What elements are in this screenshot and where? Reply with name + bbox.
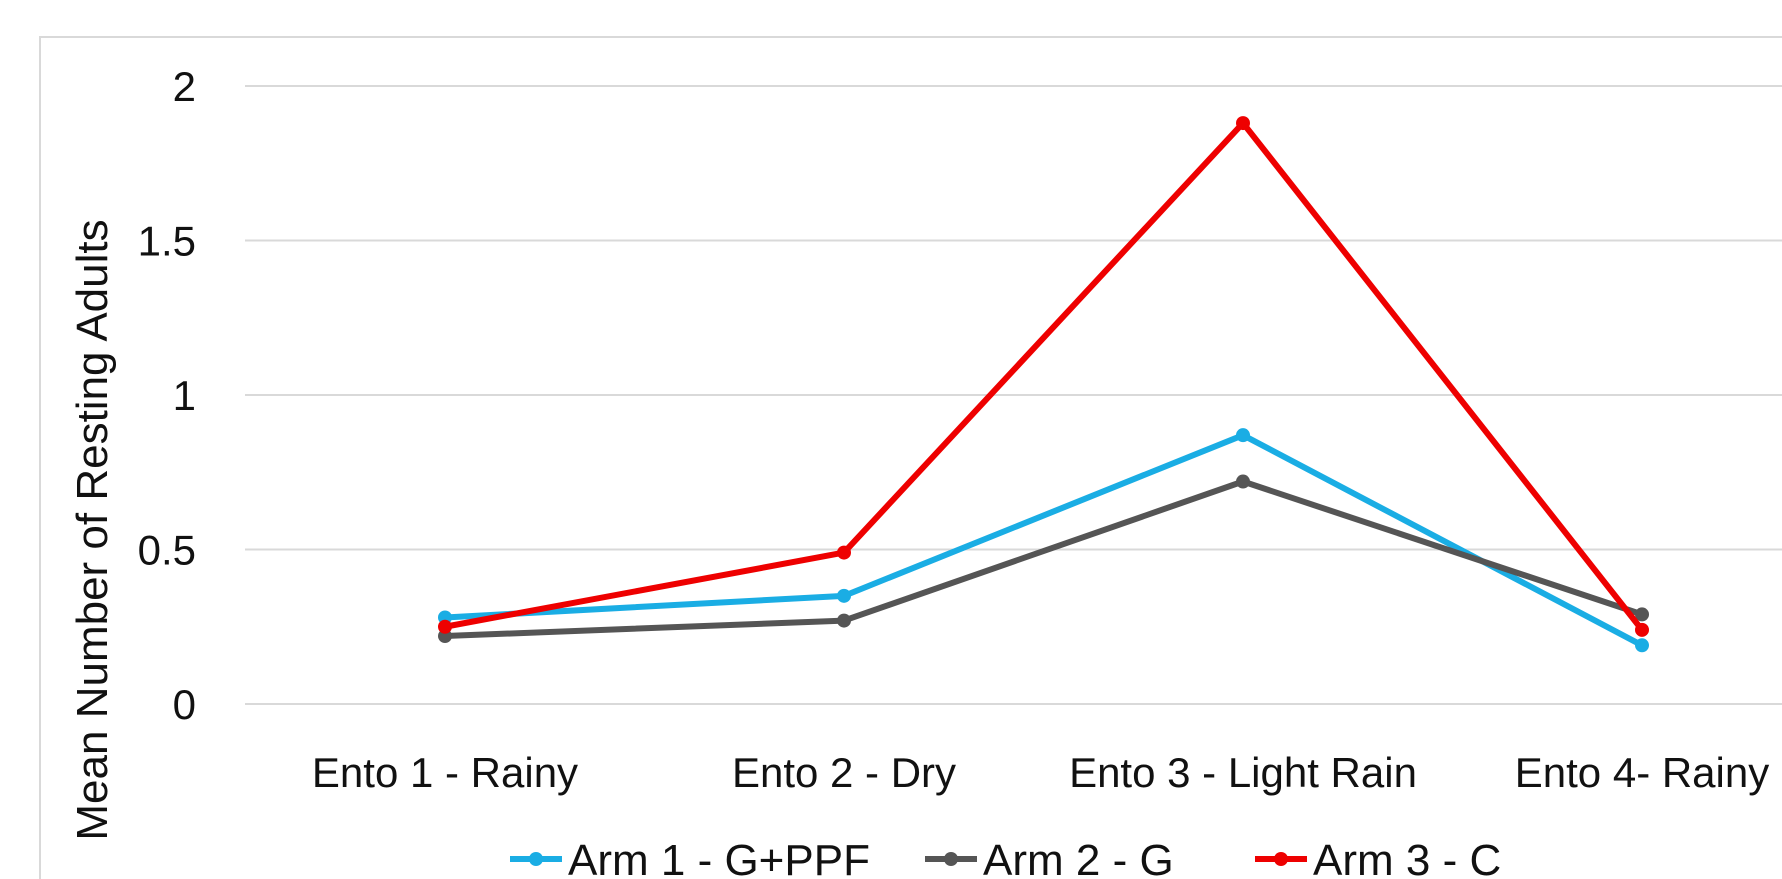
y-tick-label: 0 [173, 681, 196, 728]
data-point [1236, 428, 1250, 443]
legend-marker [529, 852, 543, 866]
legend: Arm 1 - G+PPF Arm 2 - G Arm 3 - C [510, 836, 1501, 879]
y-tick-label: 2 [173, 63, 196, 110]
series-lines [438, 116, 1649, 653]
y-tick-label: 0.5 [138, 527, 196, 574]
data-point [1236, 474, 1250, 489]
series-line [444, 432, 1644, 648]
series-line [444, 478, 1643, 640]
y-axis-title: Mean Number of Resting Adults [68, 219, 117, 840]
data-point [1236, 116, 1250, 131]
legend-label: Arm 3 - C [1313, 836, 1501, 879]
grid-lines [245, 85, 1782, 705]
y-tick-labels: 0 0.5 1 1.5 2 [138, 63, 196, 728]
x-tick-label: Ento 2 - Dry [732, 749, 956, 796]
x-tick-label: Ento 4- Rainy [1515, 749, 1769, 796]
data-point [837, 545, 851, 560]
series-1 [438, 428, 1649, 653]
data-point [438, 619, 452, 634]
legend-label: Arm 2 - G [983, 836, 1174, 879]
data-point [837, 613, 851, 628]
y-tick-label: 1 [173, 372, 196, 419]
data-point [1635, 638, 1649, 653]
series-3 [438, 116, 1649, 637]
chart-border [39, 36, 1782, 879]
x-tick-label: Ento 1 - Rainy [312, 749, 578, 796]
x-tick-labels: Ento 1 - Rainy Ento 2 - Dry Ento 3 - Light… [312, 749, 1769, 796]
legend-marker [1274, 852, 1288, 866]
data-point [837, 588, 851, 603]
legend-label: Arm 1 - G+PPF [568, 836, 870, 879]
data-point [1635, 607, 1649, 622]
x-tick-label: Ento 3 - Light Rain [1069, 749, 1417, 796]
series-line [444, 120, 1645, 632]
data-point [1635, 622, 1649, 637]
series-2 [438, 474, 1649, 644]
y-tick-label: 1.5 [138, 218, 196, 265]
legend-marker [944, 852, 958, 866]
